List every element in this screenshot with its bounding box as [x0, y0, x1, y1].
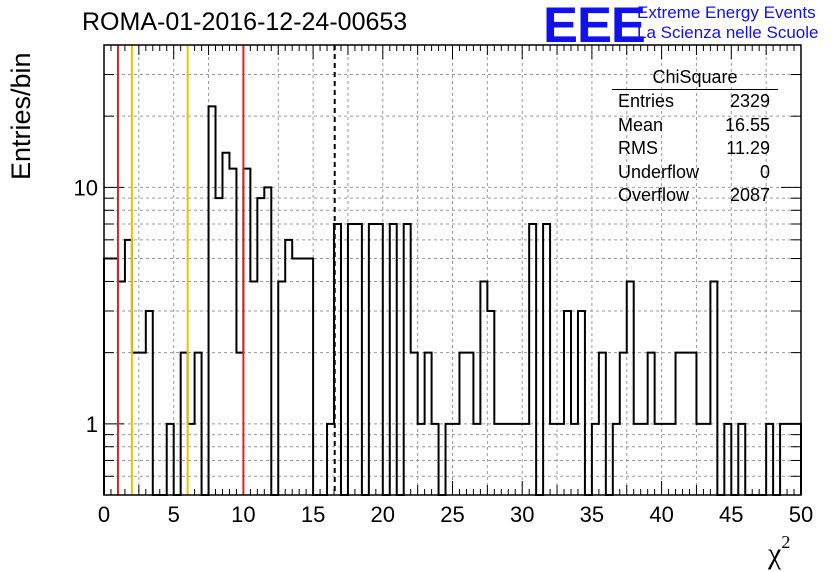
x-axis-label-symbol: χ: [768, 537, 782, 570]
stats-title: ChiSquare: [652, 67, 738, 87]
x-axis-label-superscript: 2: [781, 532, 791, 552]
stats-row: Underflow 0: [612, 161, 778, 185]
x-tick-label: 0: [98, 502, 110, 527]
chart-title: ROMA-01-2016-12-24-00653: [82, 8, 408, 36]
eee-logo-text: Extreme Energy Events La Scienza nelle S…: [637, 3, 818, 43]
logo-line-1: Extreme Energy Events: [637, 3, 816, 22]
x-tick-label: 10: [231, 502, 255, 527]
stats-key: Entries: [618, 91, 675, 111]
stats-value: 16.55: [724, 114, 770, 135]
y-axis-label: Entries/bin: [6, 52, 36, 180]
stats-row: Entries 2329: [612, 90, 778, 114]
stats-value: 11.29: [726, 138, 770, 158]
x-tick-label: 15: [301, 502, 325, 527]
y-tick-label: 10: [74, 175, 98, 200]
x-tick-label: 50: [789, 502, 813, 527]
plot-frame: [103, 44, 802, 496]
x-tick-label: 40: [649, 502, 673, 527]
histogram-series: [103, 105, 802, 496]
stats-key: Mean: [618, 114, 664, 135]
x-tick-label: 5: [168, 502, 180, 527]
x-tick-label: 35: [580, 502, 604, 527]
logo-line-2: La Scienza nelle Scuole: [637, 23, 819, 42]
x-axis-label: χ2: [768, 532, 790, 571]
x-tick-label: 20: [371, 502, 395, 527]
stats-value: 2087: [729, 185, 770, 205]
stats-key: RMS: [618, 138, 658, 158]
y-tick-label: 1: [86, 412, 98, 437]
x-tick-label: 45: [719, 502, 743, 527]
eee-logo: EEE: [543, 0, 646, 53]
stats-key: Underflow: [618, 161, 700, 182]
stats-box: ChiSquare Entries 2329 Mean 16.55 RMS 11.29…: [612, 66, 778, 208]
stats-row: RMS 11.29: [612, 137, 778, 161]
x-tick-label: 25: [440, 502, 464, 527]
stats-value: 0: [759, 161, 770, 182]
x-tick-label: 30: [510, 502, 534, 527]
stats-row: Overflow 2087: [612, 184, 778, 208]
stats-value: 2329: [729, 91, 770, 111]
stats-key: Overflow: [618, 185, 690, 205]
stats-divider: [612, 89, 778, 90]
stats-row: Mean 16.55: [612, 114, 778, 138]
